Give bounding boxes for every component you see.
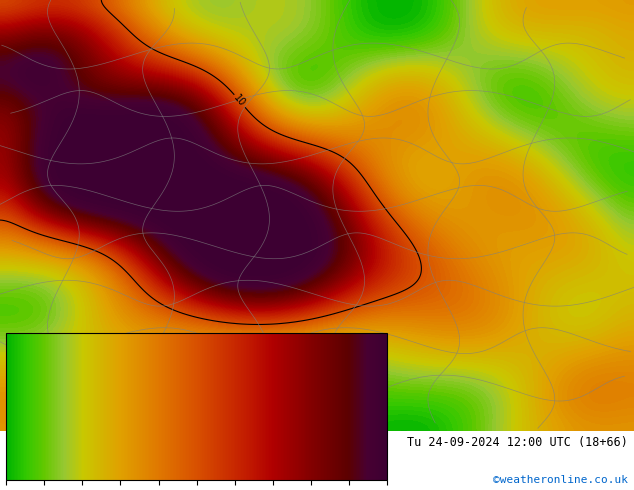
Text: Isotachs Spread mean+σ [%] ECMWF: Isotachs Spread mean+σ [%] ECMWF bbox=[6, 436, 235, 449]
Text: ©weatheronline.co.uk: ©weatheronline.co.uk bbox=[493, 475, 628, 485]
Text: Tu 24-09-2024 12:00 UTC (18+66): Tu 24-09-2024 12:00 UTC (18+66) bbox=[407, 436, 628, 449]
Text: 10: 10 bbox=[232, 93, 247, 109]
